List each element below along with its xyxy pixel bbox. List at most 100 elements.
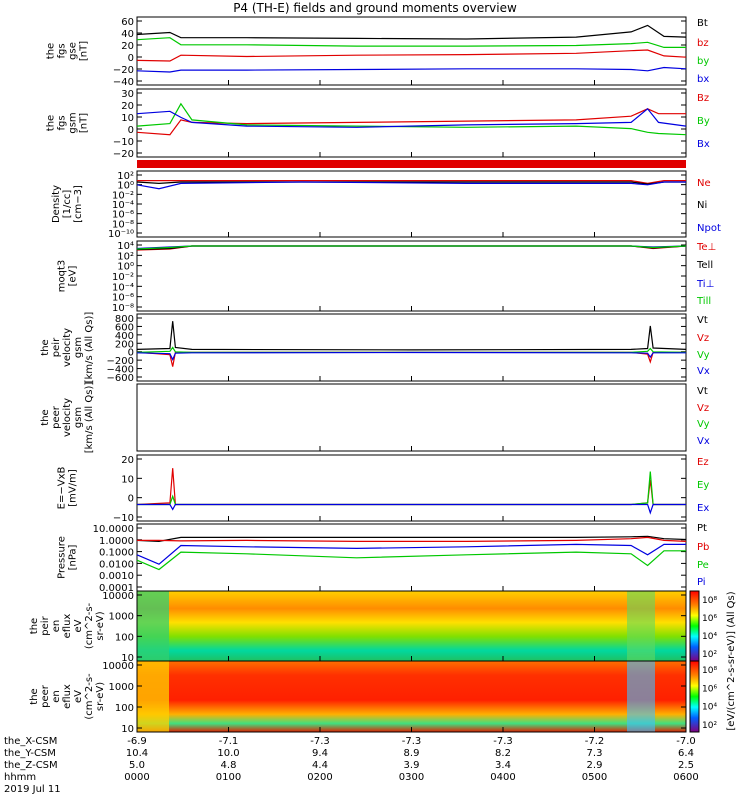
y-tick-label: 10 bbox=[121, 474, 134, 485]
y-axis-label-line: peer bbox=[40, 684, 51, 708]
y-tick-label: 10⁻¹⁰ bbox=[108, 229, 134, 240]
legend-label: Te⊥ bbox=[696, 242, 716, 253]
y-tick-label: 30 bbox=[121, 89, 134, 100]
legend-label: bz bbox=[697, 38, 709, 49]
y-tick-label: −20 bbox=[113, 65, 134, 76]
x-axis-value: 0100 bbox=[216, 772, 241, 783]
panel-frame bbox=[136, 454, 687, 522]
legend-label: Pe bbox=[697, 560, 709, 571]
x-axis-value: 2.9 bbox=[587, 760, 603, 771]
y-tick-label: 20 bbox=[121, 455, 134, 466]
y-tick-label: 10000 bbox=[102, 661, 134, 672]
x-axis-value: 9.4 bbox=[312, 748, 328, 759]
y-axis-label-line: gsm bbox=[73, 407, 84, 428]
y-axis-label-line: velocity bbox=[62, 328, 73, 367]
y-axis-label-line: [nT] bbox=[79, 41, 90, 61]
y-axis-label-line: eV bbox=[73, 619, 84, 632]
legend-label: Vy bbox=[697, 419, 710, 430]
y-axis-label: moqt3[eV] bbox=[57, 260, 79, 293]
x-axis-value: -7.0 bbox=[676, 736, 696, 747]
y-tick-label: 100 bbox=[115, 632, 134, 643]
y-tick-label: 10² bbox=[117, 171, 134, 182]
y-axis-label-line: peir bbox=[51, 337, 62, 357]
legend-label: Ni bbox=[697, 200, 707, 211]
y-tick-label: −600 bbox=[107, 373, 134, 384]
y-tick-label: 600 bbox=[115, 322, 134, 333]
y-tick-label: 100 bbox=[115, 703, 134, 714]
y-tick-label: 10 bbox=[121, 724, 134, 735]
y-tick-label: 10² bbox=[117, 251, 134, 262]
series-line-Npot bbox=[136, 181, 686, 190]
y-axis-label-line: the bbox=[40, 339, 51, 355]
legend-label: Vt bbox=[697, 386, 708, 397]
colorbar-tick-label: 10⁶ bbox=[702, 684, 717, 694]
x-axis-value: -7.1 bbox=[219, 736, 239, 747]
y-axis-label-line: peer bbox=[51, 405, 62, 429]
series-line-by bbox=[136, 37, 686, 49]
series-line-Pi bbox=[136, 543, 686, 565]
x-axis-value: 6.4 bbox=[678, 748, 694, 759]
y-axis-label-line: velocity bbox=[62, 398, 73, 437]
x-axis-value: 5.0 bbox=[129, 760, 145, 771]
series-line-Bx bbox=[136, 107, 687, 128]
y-axis-label-line: Pressure bbox=[57, 536, 68, 579]
x-axis-value: 0600 bbox=[673, 772, 698, 783]
y-tick-label: 0 bbox=[128, 348, 134, 359]
y-tick-label: 20 bbox=[121, 101, 134, 112]
y-axis-label: thepeervelocitygsm[km/s (All Qs)] bbox=[40, 382, 95, 454]
y-tick-label: 10⁻² bbox=[112, 190, 134, 201]
y-tick-label: 0 bbox=[128, 494, 134, 505]
x-axis-value: 4.4 bbox=[312, 760, 328, 771]
y-tick-label: −10 bbox=[113, 513, 134, 524]
y-axis-label: Density[1/cc][cm−3] bbox=[51, 185, 84, 223]
y-axis-label: Pressure[nPa] bbox=[57, 536, 79, 579]
x-axis-value: -7.2 bbox=[585, 736, 605, 747]
y-axis-label-line: gse bbox=[68, 42, 79, 60]
y-axis-label-line: [km/s (All Qs)] bbox=[84, 382, 95, 454]
y-axis-label-line: sr-eV) bbox=[95, 682, 106, 711]
y-axis-label-line: the bbox=[46, 115, 57, 131]
legend-label: Vz bbox=[697, 333, 709, 344]
y-axis-label-line: [1/cc] bbox=[62, 190, 73, 219]
y-axis-label-line: gsm bbox=[68, 112, 79, 133]
flag-bar bbox=[137, 160, 686, 168]
y-axis-label: thepeerenefluxeV(cm^2-s-sr-eV) bbox=[29, 673, 106, 720]
x-axis-value: 0300 bbox=[399, 772, 424, 783]
y-tick-label: 1000 bbox=[109, 612, 134, 623]
y-tick-label: 0.1000 bbox=[99, 548, 134, 559]
x-axis-value: 0000 bbox=[124, 772, 149, 783]
x-axis-row-label: the_Y-CSM bbox=[4, 748, 56, 759]
series-line-By bbox=[136, 102, 687, 136]
series-line-Ne bbox=[137, 180, 686, 185]
series-line-bz bbox=[136, 49, 687, 62]
colorbar-tick-label: 10⁸ bbox=[702, 666, 717, 676]
colorbar-tick-label: 10² bbox=[702, 650, 717, 660]
legend-label: Vx bbox=[697, 366, 710, 377]
legend-label: Npot bbox=[697, 223, 721, 234]
y-tick-label: 10⁰ bbox=[117, 262, 134, 273]
y-axis-label-line: [eV] bbox=[68, 266, 79, 287]
y-tick-label: 10⁴ bbox=[117, 241, 134, 252]
y-tick-label: 10⁻⁴ bbox=[112, 200, 134, 211]
x-axis-value: -7.3 bbox=[402, 736, 422, 747]
y-tick-label: 10⁻² bbox=[112, 272, 134, 283]
y-tick-label: 20 bbox=[121, 41, 134, 52]
y-axis-label-line: the bbox=[29, 688, 40, 704]
legend-label: Vz bbox=[697, 403, 709, 414]
x-axis-value: 3.9 bbox=[404, 760, 420, 771]
y-tick-label: 40 bbox=[121, 29, 134, 40]
x-axis-value: -7.3 bbox=[310, 736, 330, 747]
y-tick-label: 10 bbox=[121, 113, 134, 124]
y-axis-label-line: [nT] bbox=[79, 113, 90, 133]
y-axis-label-line: the bbox=[46, 43, 57, 59]
legend-label: bx bbox=[697, 74, 709, 85]
y-axis-label-line: eflux bbox=[62, 684, 73, 709]
y-tick-label: −10 bbox=[113, 137, 134, 148]
y-axis-label-line: [mV/m] bbox=[68, 469, 79, 507]
legend-label: Ne bbox=[697, 178, 711, 189]
legend-label: by bbox=[697, 56, 709, 67]
y-axis-label-line: fgs bbox=[57, 43, 68, 58]
spectrogram-interval bbox=[137, 591, 169, 661]
spectrogram-interval bbox=[627, 591, 655, 661]
series-line-Pb bbox=[137, 536, 687, 543]
